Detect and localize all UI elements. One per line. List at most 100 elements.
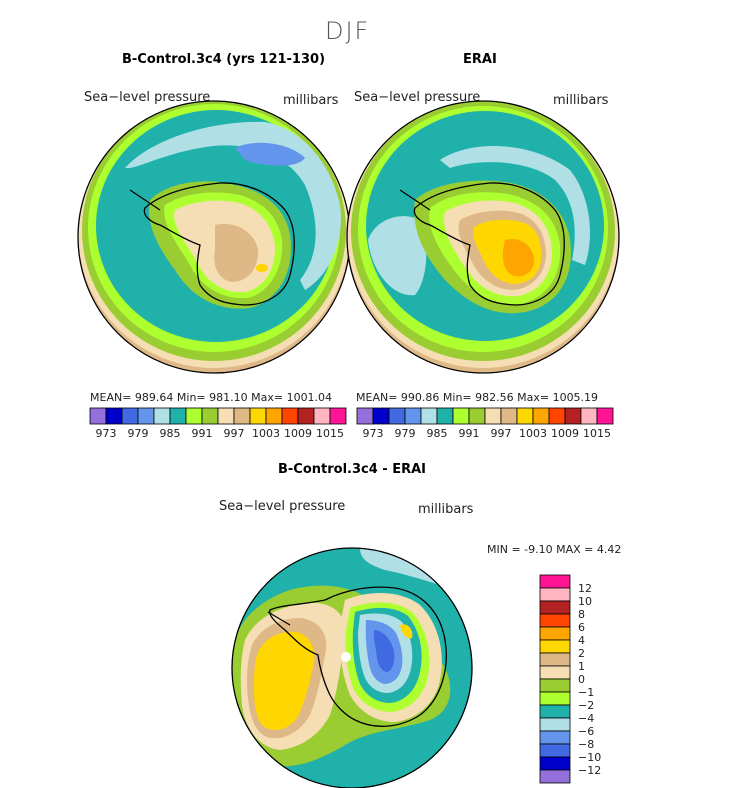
panel1-fill-8 (214, 223, 259, 282)
panel1-peninsula (129, 189, 161, 211)
panel2-colorbar-tick-label: 997 (491, 427, 512, 440)
panel2-fill-10 (502, 239, 535, 277)
diff-stats: MIN = -9.10 MAX = 4.42 (487, 543, 622, 556)
panel1-colorbar-swatch (169, 407, 187, 425)
panel2-colorbar-swatch (580, 407, 598, 425)
panel2-colorbar-swatch (452, 407, 470, 425)
diff-colorbar-swatch (539, 600, 571, 615)
diff-colorbar-tick-label: 4 (578, 634, 585, 647)
panel1-colorbar-swatch (185, 407, 203, 425)
diff-colorbar-swatch (539, 691, 571, 706)
panel2-map-border (346, 100, 620, 374)
panel1-colorbar-swatch (313, 407, 331, 425)
diff-units: millibars (418, 502, 474, 517)
diff-colorbar-tick-label: 1 (578, 660, 585, 673)
panel1-colorbar-swatch (281, 407, 299, 425)
panel1-stats: MEAN= 989.64 Min= 981.10 Max= 1001.04 (90, 391, 333, 404)
panel2-colorbar-tick-label: 979 (395, 427, 416, 440)
panel1-colorbar-tick-label: 1009 (284, 427, 312, 440)
panel1-fill-9 (256, 264, 268, 272)
diff-coastline (269, 586, 447, 727)
panel1-colorbar-tick-label: 997 (224, 427, 245, 440)
panel1-colorbar-swatch (249, 407, 267, 425)
panel1-var-label: Sea−level pressure (84, 90, 211, 105)
diff-colorbar-tick-label: −12 (578, 764, 601, 777)
diff-colorbar-swatch (539, 639, 571, 654)
diff-peninsula (267, 611, 291, 626)
diff-var-label: Sea−level pressure (219, 499, 346, 514)
panel1-low-center (235, 142, 305, 166)
diff-colorbar-swatch (539, 587, 571, 602)
panel2-colorbar-swatch (532, 407, 550, 425)
diff-colorbar-swatch (539, 743, 571, 758)
panel2-colorbar: 973 979 985 991 997 1003 1009 1015 (356, 407, 614, 440)
diff-pole-hole (341, 652, 351, 662)
panel2-colorbar-swatch (468, 407, 486, 425)
panel2-colorbar-swatch (388, 407, 406, 425)
panel1-colorbar-swatch (265, 407, 283, 425)
diff-colorbar-tick-label: 12 (578, 582, 592, 595)
diff-fill-west-3 (254, 631, 315, 730)
diff-colorbar-swatch (539, 769, 571, 784)
panel2-colorbar-swatch (548, 407, 566, 425)
panel1-colorbar-swatch (233, 407, 251, 425)
panel2-peninsula (399, 189, 431, 211)
diff-colorbar-swatch (539, 613, 571, 628)
diff-fill-northeast (360, 548, 455, 590)
panel2-map (347, 101, 619, 373)
panel2-colorbar-swatch (500, 407, 518, 425)
panel2-colorbar-swatch (420, 407, 438, 425)
diff-colorbar-swatch (539, 626, 571, 641)
panel2-colorbar-tick-label: 991 (459, 427, 480, 440)
diff-colorbar-tick-label: 10 (578, 595, 592, 608)
diff-colorbar-tick-label: 0 (578, 673, 585, 686)
panel1-colorbar-swatch (89, 407, 107, 425)
panel2-colorbar-swatch (564, 407, 582, 425)
diff-colorbar-swatch (539, 756, 571, 771)
panel1-colorbar-tick-label: 1003 (252, 427, 280, 440)
panel2-colorbar-tick-label: 1009 (551, 427, 579, 440)
diff-fill-east-7 (400, 624, 413, 639)
diff-colorbar-tick-label: −1 (578, 686, 594, 699)
panel1-colorbar-swatch (329, 407, 347, 425)
diff-colorbar-tick-label: 2 (578, 647, 585, 660)
diff-colorbar-tick-label: −6 (578, 725, 594, 738)
panel1-colorbar-swatch (201, 407, 219, 425)
diff-colorbar-tick-label: 6 (578, 621, 585, 634)
diff-colorbar-swatch (539, 678, 571, 693)
panel1-colorbar-swatch (153, 407, 171, 425)
panel2-colorbar-swatch (484, 407, 502, 425)
diff-colorbar-tick-label: −8 (578, 738, 594, 751)
panel1-colorbar-swatch (217, 407, 235, 425)
panel1-colorbar-tick-label: 991 (192, 427, 213, 440)
panel2-colorbar-swatch (372, 407, 390, 425)
diff-fill-east-6 (373, 630, 395, 672)
diff-colorbar-swatch (539, 704, 571, 719)
panel1-colorbar-tick-label: 985 (160, 427, 181, 440)
panel2-colorbar-swatch (436, 407, 454, 425)
diff-colorbar-tick-label: −4 (578, 712, 594, 725)
panel2-colorbar-swatch (404, 407, 422, 425)
diff-map (232, 548, 472, 788)
panel1-colorbar-swatch (137, 407, 155, 425)
panel2-low-east (440, 146, 590, 265)
page-title: DJF (325, 17, 371, 45)
panel1-colorbar-swatch (105, 407, 123, 425)
panel1-coastline (143, 182, 295, 306)
panel2-stats: MEAN= 990.86 Min= 982.56 Max= 1005.19 (356, 391, 599, 404)
panel1-colorbar-tick-label: 979 (128, 427, 149, 440)
diff-map-border (231, 547, 473, 788)
panel2-var-label: Sea−level pressure (354, 90, 481, 105)
panel1-colorbar: 973 979 985 991 997 1003 1009 1015 (89, 407, 347, 440)
panel1-colorbar-swatch (121, 407, 139, 425)
panel1-title: B-Control.3c4 (yrs 121-130) (122, 52, 326, 67)
panel2-colorbar-tick-label: 973 (363, 427, 384, 440)
diff-colorbar-tick-label: −2 (578, 699, 594, 712)
panel1-colorbar-tick-label: 973 (96, 427, 117, 440)
diff-colorbar-tick-label: −10 (578, 751, 601, 764)
panel2-colorbar-swatch (356, 407, 374, 425)
panel2-coastline (413, 182, 565, 306)
panel2-colorbar-swatch (516, 407, 534, 425)
